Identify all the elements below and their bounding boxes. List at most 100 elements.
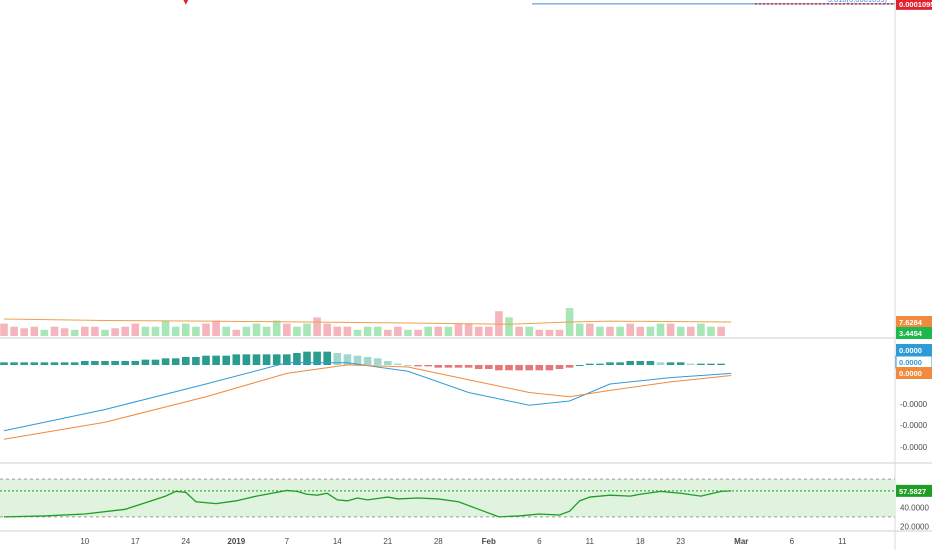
volume-bar	[70, 329, 79, 336]
time-tick-label: 2019	[227, 537, 245, 546]
time-tick-label: 11	[586, 537, 595, 546]
macd-histogram-bar	[50, 362, 59, 365]
macd-badge	[896, 344, 932, 356]
volume-bar	[687, 326, 695, 336]
volume-bar	[30, 326, 39, 336]
macd-histogram-bar	[596, 363, 604, 365]
volume-bar	[373, 326, 382, 336]
macd-histogram-bar	[303, 351, 311, 365]
macd-histogram-bar	[111, 361, 119, 365]
volume-bar	[283, 323, 291, 336]
macd-histogram-bar	[101, 361, 109, 365]
volume-bar	[252, 323, 261, 336]
macd-histogram-bar	[0, 362, 8, 365]
volume-bar	[0, 323, 8, 336]
rsi-badge	[896, 484, 932, 497]
rsi-band-fill	[0, 479, 895, 517]
volume-bar	[515, 326, 523, 336]
macd-histogram-bar	[293, 353, 301, 365]
time-axis[interactable]: 10 17 24 2019 7 14 21 28 Feb 6 11 18 23 Mar 6 11	[80, 537, 847, 546]
volume-bar	[555, 329, 564, 336]
volume-bar	[363, 326, 372, 336]
macd-histogram-bar	[202, 355, 210, 365]
volume-bar	[151, 326, 160, 336]
time-tick-label: 6	[790, 537, 795, 546]
volume-bar	[586, 323, 594, 336]
macd-histogram-bar	[60, 362, 69, 365]
macd-histogram-bar	[444, 365, 453, 368]
macd-histogram-bar	[141, 359, 150, 365]
time-tick-label: Feb	[482, 537, 496, 546]
down-triangle-marker	[183, 0, 189, 5]
volume-bar	[182, 323, 190, 336]
macd-histogram-bar	[697, 363, 705, 365]
macd-histogram-bar	[434, 365, 443, 368]
macd-histogram-bar	[40, 362, 49, 365]
time-tick-label: Mar	[734, 537, 748, 546]
volume-bar	[636, 326, 645, 336]
volume-bar	[262, 326, 271, 336]
time-tick-label: 17	[131, 537, 140, 546]
rsi-tick-label: 40.0000	[900, 503, 929, 512]
macd-histogram-bar	[131, 361, 140, 365]
rsi-badge-text: 57.5827	[899, 487, 926, 496]
volume-bar	[596, 326, 604, 336]
volume-bar	[606, 326, 614, 336]
volume-bar	[646, 326, 655, 336]
volume-bar	[525, 326, 533, 336]
volume-bar	[656, 323, 665, 336]
time-tick-label: 21	[383, 537, 392, 546]
macd-histogram-bar	[252, 354, 261, 365]
price-axis[interactable]: 0.00010500.00010000.00009500.00009000.00…	[895, 0, 932, 531]
volume-bar	[40, 329, 49, 336]
volume-badge	[896, 327, 932, 339]
volume-bar	[121, 326, 129, 336]
time-tick-label: 24	[181, 537, 190, 546]
macd-histogram-bar	[687, 363, 695, 365]
macd-histogram-bar	[717, 363, 725, 365]
macd-histogram-bar	[414, 365, 422, 367]
volume-bar	[545, 329, 554, 336]
macd-histogram-bar	[676, 362, 685, 365]
volume-bar	[323, 323, 331, 336]
macd-badge-text: 0.0000	[899, 346, 922, 355]
macd-histogram-bar	[182, 357, 190, 365]
time-tick-label: 14	[333, 537, 342, 546]
macd-histogram-bar	[505, 365, 513, 371]
macd-signal-line	[3, 364, 732, 440]
time-tick-label: 18	[636, 537, 645, 546]
macd-histogram-bar	[646, 361, 655, 365]
macd-histogram-bar	[272, 354, 281, 365]
macd-histogram-bar	[323, 351, 331, 365]
macd-histogram-bar	[474, 365, 483, 369]
volume-bar	[232, 329, 241, 336]
volume-badge	[896, 316, 932, 328]
volume-bar	[20, 328, 28, 336]
volume-bar	[50, 326, 59, 336]
macd-histogram-bar	[495, 365, 503, 371]
macd-panel	[0, 351, 732, 440]
volume-bar	[616, 326, 624, 336]
macd-histogram-bar	[606, 362, 614, 365]
macd-histogram-bar	[212, 355, 220, 365]
macd-histogram-bar	[363, 357, 372, 365]
macd-histogram-bar	[20, 362, 28, 365]
macd-histogram-bar	[222, 355, 230, 365]
macd-histogram-bar	[707, 363, 715, 365]
macd-histogram-bar	[586, 363, 594, 365]
volume-bar	[111, 328, 119, 336]
volume-bar	[535, 329, 544, 336]
volume-bar	[313, 317, 321, 336]
macd-histogram-bar	[525, 365, 533, 371]
macd-histogram-bar	[626, 361, 634, 365]
volume-bar	[81, 326, 89, 336]
macd-histogram-bar	[91, 361, 99, 365]
macd-histogram-bar	[616, 362, 624, 365]
fibonacci-extension[interactable]: 3.618(0.0001095)2.272(0.0001018)2(0.0000…	[0, 0, 901, 5]
volume-bar	[384, 329, 392, 336]
macd-histogram-bar	[232, 354, 241, 365]
macd-histogram-bar	[656, 362, 665, 365]
volume-bar	[434, 326, 443, 336]
